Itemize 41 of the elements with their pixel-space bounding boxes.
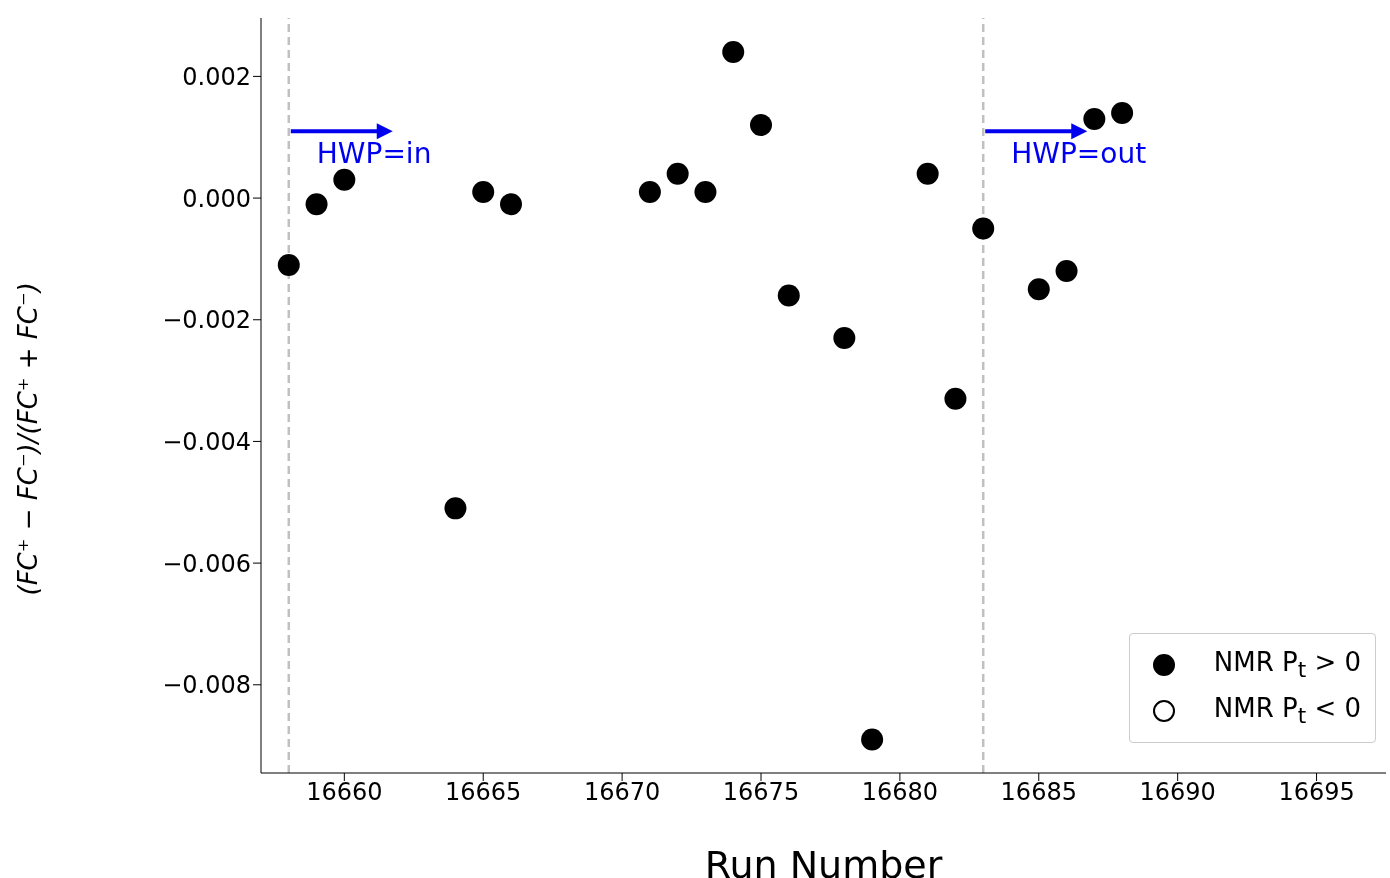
point bbox=[1055, 260, 1078, 283]
y-tick-label: −0.008 bbox=[162, 671, 251, 700]
point bbox=[833, 327, 856, 350]
legend-label: NMR P$_{t}$ < 0 bbox=[1213, 693, 1361, 729]
point bbox=[694, 181, 717, 203]
y-axis-title: (FC⁺ − FC⁻)/(FC⁺ + FC⁻) bbox=[13, 282, 44, 596]
point bbox=[1027, 278, 1050, 301]
x-tick-label: 16675 bbox=[722, 778, 800, 807]
point bbox=[472, 181, 495, 203]
point bbox=[861, 728, 884, 751]
x-tick-label: 16685 bbox=[1000, 778, 1077, 807]
x-tick-label: 16660 bbox=[306, 778, 383, 807]
y-tick-label: −0.006 bbox=[162, 549, 251, 578]
x-tick-label: 16665 bbox=[445, 778, 522, 807]
point bbox=[972, 217, 995, 240]
x-axis-title: Run Number bbox=[704, 843, 943, 878]
point bbox=[1083, 107, 1106, 130]
point bbox=[305, 193, 328, 216]
point bbox=[916, 162, 939, 185]
point bbox=[638, 181, 661, 203]
point bbox=[944, 387, 967, 410]
point bbox=[777, 284, 800, 307]
point bbox=[666, 162, 689, 185]
annotation: HWP=out bbox=[1011, 137, 1147, 171]
point bbox=[277, 254, 300, 276]
point bbox=[333, 168, 356, 191]
point bbox=[750, 114, 772, 137]
x-tick-label: 16670 bbox=[583, 778, 661, 807]
x-tick-label: 16690 bbox=[1139, 778, 1216, 807]
annotation: HWP=in bbox=[316, 137, 432, 171]
point bbox=[500, 193, 522, 216]
point bbox=[444, 497, 467, 520]
x-tick-label: 16695 bbox=[1278, 778, 1355, 807]
y-tick-label: −0.004 bbox=[162, 427, 251, 456]
x-tick-label: 16680 bbox=[861, 778, 939, 807]
point bbox=[722, 41, 745, 64]
point bbox=[1111, 101, 1134, 124]
legend-label: NMR P$_{t}$ > 0 bbox=[1213, 647, 1361, 683]
y-tick-label: 0.002 bbox=[182, 62, 251, 91]
y-tick-label: 0.000 bbox=[182, 184, 251, 213]
y-tick-label: −0.002 bbox=[162, 306, 251, 335]
